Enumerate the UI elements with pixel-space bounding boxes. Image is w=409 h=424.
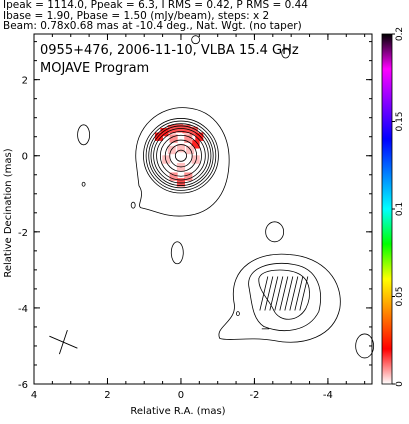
jet-inner-contour xyxy=(258,269,310,320)
core-contour xyxy=(169,144,193,168)
header-stats-line: Ipeak = 1114.0, Ppeak = 6.3, I RMS = 0.4… xyxy=(3,0,308,11)
x-tick-label: 0 xyxy=(178,390,184,401)
jet-mid-contour xyxy=(248,262,321,332)
y-tick-label: 2 xyxy=(22,76,28,87)
y-axis-title: Relative Decination (mas) xyxy=(3,148,14,277)
x-tick-label: 4 xyxy=(31,390,37,401)
polarization-pixel xyxy=(162,155,171,164)
noise-contour xyxy=(170,241,184,265)
colorbar-strip xyxy=(381,33,393,385)
core-contour xyxy=(143,118,219,194)
core-outer-contour xyxy=(135,107,230,217)
map-header: Ipeak = 1114.0, Ppeak = 6.3, I RMS = 0.4… xyxy=(3,0,409,32)
colorbar-tick-label: 0 xyxy=(395,381,405,387)
polarization-pixel xyxy=(191,140,200,149)
polarization-pixel xyxy=(169,134,178,143)
core-contour xyxy=(164,139,198,172)
polarization-pixel xyxy=(176,178,185,187)
core-contour xyxy=(148,123,214,189)
x-tick-label: 2 xyxy=(104,390,110,401)
x-axis-title: Relative R.A. (mas) xyxy=(130,406,225,417)
y-tick-label: -2 xyxy=(18,228,28,239)
noise-contour xyxy=(236,311,240,317)
map-title: 0955+476, 2006-11-10, VLBA 15.4 GHz xyxy=(40,43,299,58)
polarization-pixel xyxy=(186,145,195,155)
jet-hatch-line xyxy=(289,276,299,311)
jet-hatch-line xyxy=(274,276,284,311)
polarization-pixel xyxy=(184,172,193,181)
noise-contour xyxy=(130,201,136,209)
core-contour xyxy=(156,131,206,181)
header-beam-line: Beam: 0.78x0.68 mas at -10.4 deg., Nat. … xyxy=(3,20,302,33)
polarization-pixel xyxy=(184,134,193,143)
jet-outer-contour xyxy=(218,253,341,343)
y-tick-label: 0 xyxy=(22,152,28,163)
polarization-pixel xyxy=(167,124,176,134)
jet-hatch-line xyxy=(294,276,304,311)
noise-contour xyxy=(191,35,201,45)
beam-minor-axis xyxy=(58,330,68,355)
jet-hatch-line xyxy=(264,276,274,311)
noise-contour xyxy=(77,124,90,146)
core-contour xyxy=(145,120,217,191)
plot-frame xyxy=(33,33,373,385)
polarization-pixel xyxy=(189,126,198,136)
polarization-pixel xyxy=(169,172,178,181)
jet-hatch-line xyxy=(284,276,294,311)
jet-hatch-line xyxy=(299,276,309,311)
x-tick-label: -4 xyxy=(323,390,333,401)
jet-hatch-line xyxy=(259,276,269,311)
polarization-pixel xyxy=(191,155,200,164)
colorbar-tick-label: 0.2 xyxy=(395,27,405,41)
y-tick-label: -6 xyxy=(18,380,28,391)
jet-hatch-line xyxy=(279,276,289,311)
colorbar-tick-label: 0.1 xyxy=(395,202,405,216)
polarization-pixel xyxy=(195,132,204,141)
core-contour xyxy=(153,128,209,184)
header-base-line: Ibase = 1.90, Pbase = 1.50 (mJy/beam), s… xyxy=(3,9,270,22)
colorbar-tick-label: 0.05 xyxy=(395,286,405,306)
core-contour xyxy=(159,134,202,177)
axes: 4 2 0 -2 -4 2 0 -2 -4 -6 xyxy=(18,34,372,401)
x-tick-label: -2 xyxy=(249,390,259,401)
map-subtitle: MOJAVE Program xyxy=(40,61,149,76)
colorbar-tick-label: 0.15 xyxy=(395,111,405,131)
jet-hatch-line xyxy=(269,276,279,311)
y-tick-label: -4 xyxy=(18,304,28,315)
polarization-pixel xyxy=(176,143,185,153)
noise-contour xyxy=(281,47,291,59)
polarization-pixel xyxy=(160,127,169,137)
noise-contour xyxy=(355,333,375,359)
core-contour xyxy=(150,125,212,186)
colorbar: 0 0.05 0.1 0.15 0.2 xyxy=(381,27,405,387)
core-contour xyxy=(174,149,187,162)
noise-contour xyxy=(265,221,285,243)
polarization-pixel xyxy=(167,145,176,155)
polarization-pixel xyxy=(154,132,163,141)
noise-contour xyxy=(81,181,86,187)
map-area xyxy=(49,35,375,359)
